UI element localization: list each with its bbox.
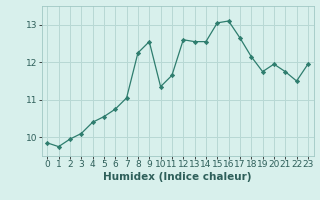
X-axis label: Humidex (Indice chaleur): Humidex (Indice chaleur) <box>103 172 252 182</box>
